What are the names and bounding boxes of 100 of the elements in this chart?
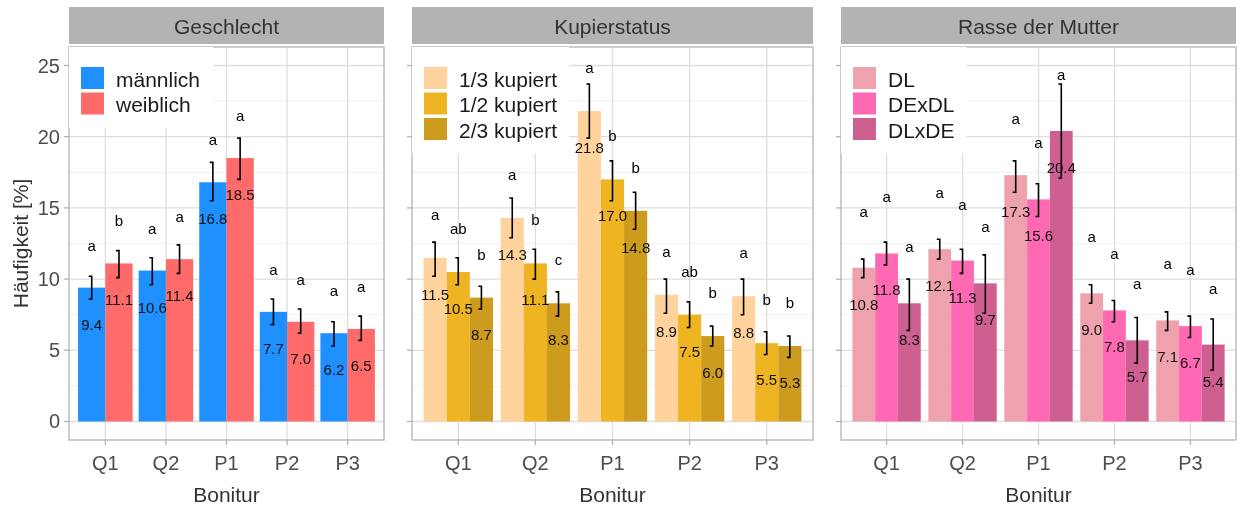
annotation: a xyxy=(1133,274,1143,292)
bar xyxy=(1103,310,1126,422)
data-label: 8.9 xyxy=(656,322,677,340)
chart-title: Geschlecht xyxy=(173,14,280,37)
data-label: 18.5 xyxy=(225,185,255,203)
annotation: a xyxy=(859,202,869,220)
annotation: a xyxy=(958,195,968,213)
x-tick-label: P3 xyxy=(1178,452,1203,474)
annotation: ab xyxy=(449,219,467,237)
annotation: c xyxy=(554,250,563,268)
annotation: b xyxy=(608,126,617,144)
annotation: a xyxy=(739,243,749,261)
data-label: 5.4 xyxy=(1202,372,1224,390)
x-tick-label: P1 xyxy=(214,452,239,474)
annotation: ab xyxy=(681,262,698,280)
chart-title: Rasse der Mutter xyxy=(957,14,1120,37)
bar xyxy=(423,257,447,422)
data-label: 9.7 xyxy=(974,310,996,328)
annotation: a xyxy=(882,187,892,205)
bar xyxy=(732,296,756,422)
data-label: 9.4 xyxy=(81,315,103,333)
data-label: 7.0 xyxy=(290,349,312,367)
annotation: a xyxy=(905,237,915,255)
annotation: a xyxy=(208,130,218,148)
annotation: b xyxy=(762,290,771,308)
legend-label: DL xyxy=(888,67,915,90)
data-label: 11.1 xyxy=(104,290,134,308)
chart-title: Kupierstatus xyxy=(554,14,671,37)
x-tick-label: Q2 xyxy=(949,452,976,474)
data-label: 15.6 xyxy=(1023,226,1054,244)
annotation: b xyxy=(785,293,795,311)
y-tick-label: 15 xyxy=(37,196,60,219)
data-label: 5.7 xyxy=(1126,367,1148,385)
bar xyxy=(523,263,547,422)
y-tick-label: 25 xyxy=(37,54,60,77)
x-axis-title: Bonitur xyxy=(193,482,260,506)
annotation: a xyxy=(357,277,367,295)
bar xyxy=(259,311,288,422)
annotation: a xyxy=(1087,227,1097,245)
annotation: b xyxy=(631,158,640,176)
data-label: 21.8 xyxy=(574,138,604,156)
data-label: 9.0 xyxy=(1081,320,1103,338)
x-tick-label: P2 xyxy=(274,452,300,474)
data-label: 6.0 xyxy=(702,363,724,381)
x-tick-label: Q1 xyxy=(873,452,900,474)
bar xyxy=(546,303,571,422)
y-tick-label: 20 xyxy=(37,125,60,148)
x-tick-label: P3 xyxy=(754,452,779,474)
bar xyxy=(1179,326,1202,422)
bar xyxy=(577,111,601,422)
annotation: a xyxy=(1011,109,1021,127)
bar xyxy=(287,321,315,422)
data-label: 11.4 xyxy=(165,286,194,304)
annotation: b xyxy=(477,245,486,263)
data-label: 7.5 xyxy=(679,342,701,360)
x-tick-label: Q2 xyxy=(522,452,549,474)
x-axis-title: Bonitur xyxy=(579,482,646,506)
annotation: a xyxy=(981,217,991,235)
data-label: 7.8 xyxy=(1104,337,1125,355)
data-label: 5.5 xyxy=(756,370,778,388)
annotation: a xyxy=(662,242,672,260)
annotation: a xyxy=(508,165,518,183)
data-label: 8.8 xyxy=(733,323,755,341)
annotation: a xyxy=(1209,279,1219,297)
legend-label: 1/2 kupiert xyxy=(459,92,558,116)
x-tick-label: P2 xyxy=(1102,452,1127,474)
data-label: 8.7 xyxy=(470,325,492,343)
legend-label: 2/3 kupiert xyxy=(459,118,558,141)
data-label: 11.1 xyxy=(521,290,550,308)
bar xyxy=(678,314,702,422)
annotation: b xyxy=(114,211,124,229)
bar xyxy=(78,287,106,422)
bar xyxy=(897,303,921,422)
data-label: 10.8 xyxy=(849,295,879,313)
data-label: 7.1 xyxy=(1157,347,1179,365)
bar xyxy=(1201,344,1225,422)
bar xyxy=(1080,293,1104,422)
y-tick-label: 0 xyxy=(48,410,60,433)
data-label: 12.1 xyxy=(925,276,955,294)
legend-label: männlich xyxy=(116,67,201,90)
data-label: 14.3 xyxy=(497,245,527,263)
annotation: a xyxy=(148,219,158,237)
annotation: a xyxy=(935,183,945,201)
x-tick-label: Q1 xyxy=(444,452,472,474)
legend-label: weiblich xyxy=(115,92,191,116)
data-label: 6.2 xyxy=(323,360,345,378)
bar xyxy=(199,182,227,422)
annotation: a xyxy=(1034,133,1044,151)
x-tick-label: P1 xyxy=(1026,452,1051,474)
y-tick-label: 5 xyxy=(48,339,60,362)
annotation: a xyxy=(430,205,440,223)
bar xyxy=(654,294,679,422)
bar xyxy=(755,343,779,422)
legend-label: 1/3 kupiert xyxy=(459,67,558,90)
y-axis-title: Häufigkeit [%] xyxy=(8,178,32,309)
data-label: 17.0 xyxy=(597,206,628,224)
bar xyxy=(320,333,348,422)
data-label: 8.3 xyxy=(898,330,920,348)
data-label: 17.3 xyxy=(1001,202,1031,220)
annotation: b xyxy=(531,210,540,228)
